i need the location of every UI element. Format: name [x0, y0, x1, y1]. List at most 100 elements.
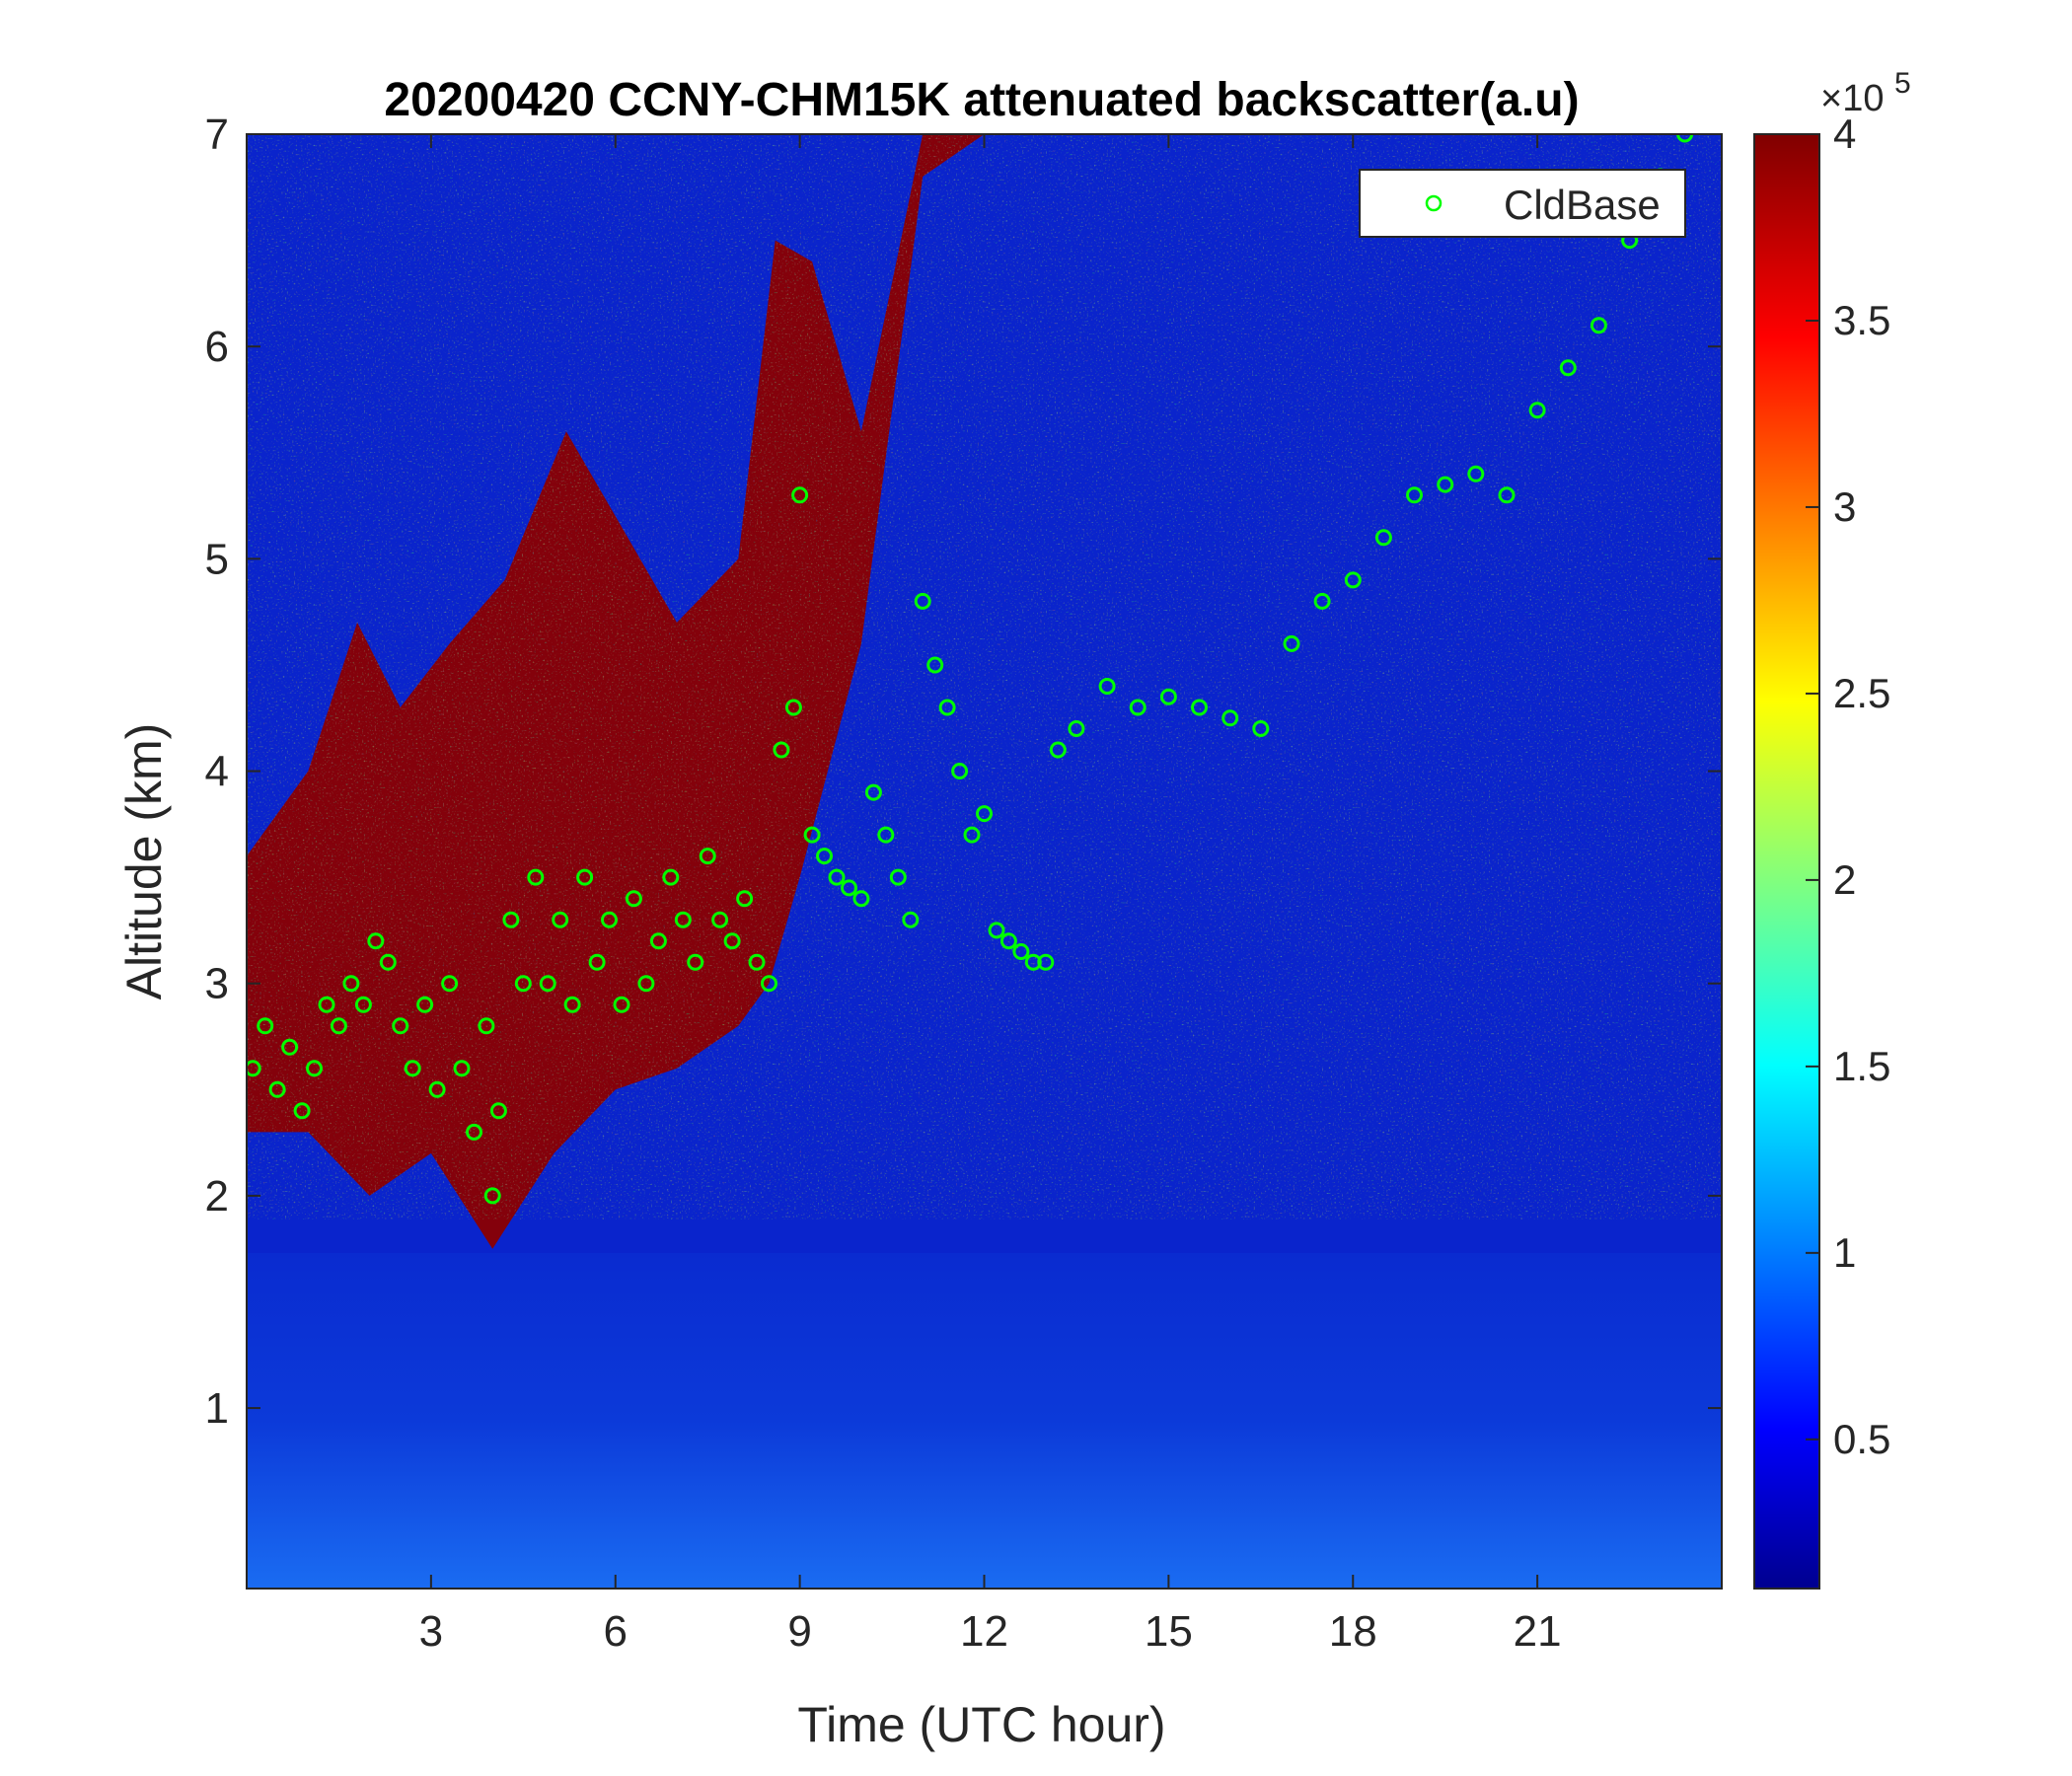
cldbase-point [1559, 359, 1577, 377]
x-tick-label: 18 [1329, 1607, 1377, 1656]
colorbar-tick-label: 3 [1833, 483, 1856, 530]
colorbar-tick-label: 0.5 [1833, 1416, 1890, 1462]
x-tick-label: 9 [787, 1607, 811, 1656]
y-axis: 1 2 3 4 5 6 7 [205, 111, 1722, 1433]
cldbase-point [1012, 943, 1030, 960]
y-tick-label: 5 [205, 535, 229, 583]
colorbar-tick-label: 3.5 [1833, 297, 1890, 343]
cldbase-point [354, 996, 372, 1013]
cldbase-point [1283, 634, 1300, 652]
colorbar-exponent-power: 5 [1894, 67, 1911, 100]
cldbase-point [926, 656, 944, 674]
cldbase-point [902, 911, 920, 928]
cldbase-point [1068, 720, 1085, 737]
cldbase-point [938, 699, 956, 716]
cldbase-point [852, 890, 870, 908]
cldbase-point [816, 848, 833, 865]
cldbase-point [649, 932, 667, 950]
lower-boundary-layer [247, 1253, 1722, 1589]
cldbase-point [784, 699, 802, 716]
x-tick-label: 15 [1145, 1607, 1193, 1656]
cldbase-point [257, 1017, 274, 1035]
cldbase-point [1528, 402, 1546, 419]
cldbase-point [711, 911, 729, 928]
cldbase-point [1191, 699, 1208, 716]
chart-title: 20200420 CCNY-CHM15K attenuated backscat… [384, 74, 1579, 126]
cldbase-point [1590, 317, 1607, 334]
colorbar-exponent: ×10 5 [1820, 67, 1911, 119]
cldbase-point [453, 1060, 471, 1077]
legend-marker-icon [1425, 194, 1443, 212]
x-axis-label: Time (UTC hour) [797, 1697, 1165, 1752]
cldbase-point [1437, 476, 1454, 493]
cldbase-point [674, 911, 692, 928]
cldbase-point [466, 1123, 482, 1141]
cldbase-point [478, 1017, 495, 1035]
cldbase-point [539, 975, 556, 993]
cldbase-point [662, 868, 680, 886]
cldbase-point [1221, 709, 1239, 727]
cldbase-point [637, 975, 655, 993]
cldbase-point [416, 996, 434, 1013]
cldbase-point [342, 975, 360, 993]
cldbase-point [268, 1080, 286, 1098]
legend: CldBase [1359, 169, 1686, 238]
cldbase-point [1406, 486, 1423, 504]
cldbase-point [748, 953, 766, 971]
cldbase-point [483, 1187, 501, 1205]
cldbase-point [318, 996, 335, 1013]
cldbase-point [828, 868, 846, 886]
cldbase-point [576, 868, 594, 886]
cldbase-point [1498, 486, 1516, 504]
cldbase-point [1344, 571, 1362, 589]
cldbase-point [773, 741, 790, 759]
cldbase-point [1098, 678, 1116, 695]
cldbase-point [552, 911, 569, 928]
legend-box [1359, 169, 1686, 238]
x-tick-label: 12 [960, 1607, 1008, 1656]
colorbar-ticks: 0.5 1 1.5 2 2.5 3 3.5 4 [1806, 111, 1890, 1462]
colorbar-tick-label: 1.5 [1833, 1043, 1890, 1089]
cldbase-point [864, 783, 882, 801]
cldbase-point [914, 592, 931, 610]
cldbase-point [976, 805, 993, 823]
cldbase-point [1252, 720, 1270, 737]
cldbase-point [379, 953, 397, 971]
y-tick-label: 2 [205, 1172, 229, 1221]
cldbase-point [306, 1060, 323, 1077]
cldbase-point [1676, 134, 1694, 143]
cldbase-point [803, 826, 821, 844]
cldbase-point [951, 763, 969, 779]
legend-label: CldBase [1504, 182, 1661, 228]
colorbar-exponent-base: ×10 [1820, 78, 1884, 119]
cldbase-point [1374, 529, 1392, 547]
cldbase-point [1037, 953, 1055, 971]
x-tick-label: 3 [419, 1607, 443, 1656]
cldbase-point [889, 868, 907, 886]
colorbar-tick-label: 2 [1833, 856, 1856, 903]
cldbase-point [293, 1102, 311, 1120]
cldbase-point [877, 826, 895, 844]
y-tick-label: 6 [205, 323, 229, 371]
colorbar-tick-label: 2.5 [1833, 670, 1890, 716]
cldbase-point [247, 1060, 261, 1077]
cldbase-point [723, 932, 741, 950]
cldbase-point [1467, 465, 1485, 482]
cldbase-point [588, 953, 606, 971]
cldbase-point [527, 868, 545, 886]
cldbase-point [281, 1038, 299, 1056]
colorbar-tick-label: 4 [1833, 111, 1856, 157]
cldbase-point [625, 890, 642, 908]
cldbase-point [441, 975, 459, 993]
cldbase-point [601, 911, 618, 928]
noise-speckle [247, 134, 1722, 1220]
cldbase-point [988, 922, 1005, 939]
x-axis: 3 6 9 12 15 18 21 [419, 134, 1562, 1656]
y-tick-label: 3 [205, 960, 229, 1008]
y-axis-label: Altitude (km) [116, 723, 172, 1000]
x-tick-label: 6 [604, 1607, 628, 1656]
cldbase-point [502, 911, 520, 928]
cldbase-point [428, 1080, 446, 1098]
cldbase-point [1159, 688, 1177, 705]
cldbase-point [841, 879, 857, 897]
